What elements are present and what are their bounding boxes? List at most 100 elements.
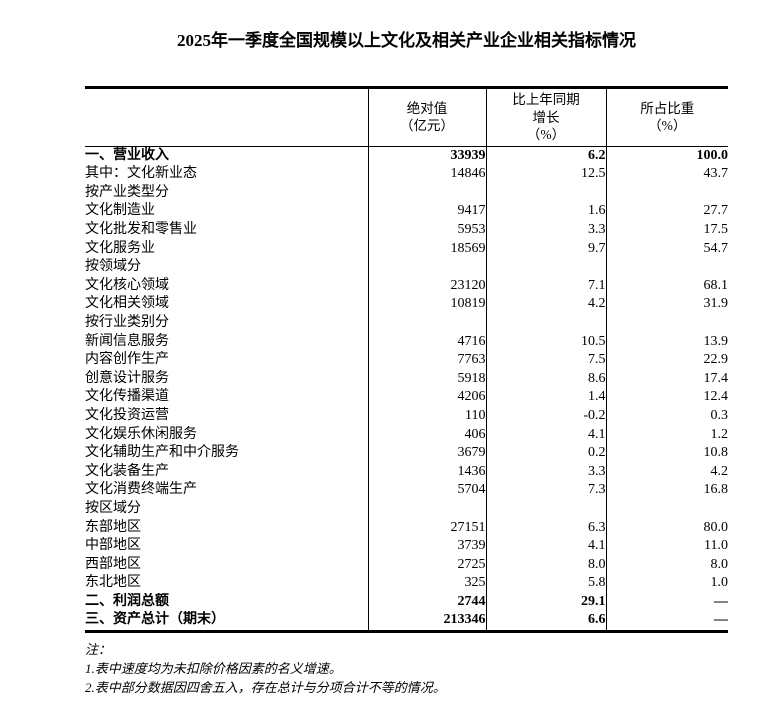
- share-cell: —: [605, 592, 728, 612]
- abs-value-cell: 2744: [367, 592, 486, 612]
- row-label: 文化投资运营: [85, 407, 169, 423]
- growth-cell: 8.0: [485, 555, 606, 575]
- row-label: 西部地区: [85, 556, 141, 572]
- table-row: 东部地区 27151 6.3 80.0: [85, 518, 728, 538]
- share-cell: 0.3: [605, 406, 728, 426]
- growth-cell: 4.1: [485, 425, 606, 445]
- abs-value-cell: 2725: [367, 555, 486, 575]
- growth-cell: -0.2: [485, 406, 606, 426]
- growth-cell: [485, 499, 606, 519]
- table-row: 文化娱乐休闲服务 406 4.1 1.2: [85, 425, 728, 445]
- growth-cell: 7.3: [485, 481, 606, 500]
- row-label: 按产业类型分: [85, 184, 169, 200]
- row-label: 按领域分: [85, 259, 141, 275]
- abs-value-cell: 3739: [367, 537, 486, 556]
- abs-value-cell: 18569: [367, 239, 486, 259]
- growth-cell: 29.1: [485, 592, 606, 612]
- growth-cell: 6.6: [485, 611, 606, 632]
- table-row: 文化批发和零售业 5953 3.3 17.5: [85, 221, 728, 240]
- share-cell: [605, 183, 728, 203]
- row-label: 东部地区: [85, 519, 141, 535]
- share-cell: 8.0: [605, 555, 728, 575]
- table-row: 东北地区 325 5.8 1.0: [85, 574, 728, 593]
- row-label: 其中：文化新业态: [85, 166, 197, 182]
- abs-value-cell: 33939: [367, 146, 486, 166]
- abs-value-cell: 110: [367, 406, 486, 426]
- share-cell: 22.9: [605, 351, 728, 370]
- share-cell: 1.2: [605, 425, 728, 445]
- share-cell: —: [605, 611, 728, 632]
- abs-value-cell: 10819: [367, 295, 486, 314]
- row-label: 文化核心领域: [85, 277, 169, 293]
- share-cell: 80.0: [605, 518, 728, 538]
- growth-cell: 12.5: [485, 165, 606, 184]
- abs-value-cell: 4716: [367, 332, 486, 352]
- table-row: 中部地区 3739 4.1 11.0: [85, 537, 728, 556]
- share-cell: 31.9: [605, 295, 728, 314]
- share-cell: [605, 258, 728, 277]
- row-label: 按区域分: [85, 500, 141, 516]
- share-cell: 1.0: [605, 574, 728, 593]
- header-row: 绝对值 （亿元） 比上年同期 增长 （%） 所占比重 （%）: [85, 87, 728, 147]
- growth-cell: 1.4: [485, 388, 606, 407]
- table-row: 文化投资运营 110 -0.2 0.3: [85, 406, 728, 426]
- table-row: 三、资产总计（期末） 213346 6.6—: [85, 611, 728, 632]
- table-row: 其中：文化新业态 14846 12.5 43.7: [85, 165, 728, 184]
- abs-value-cell: [367, 183, 486, 203]
- page-title: 2025年一季度全国规模以上文化及相关产业企业相关指标情况: [177, 31, 636, 50]
- table-row: 二、利润总额 2744 29.1—: [85, 592, 728, 612]
- table-row: 一、营业收入 33939 6.2 100.0: [85, 146, 728, 166]
- growth-cell: [485, 183, 606, 203]
- share-cell: [605, 313, 728, 333]
- table-row: 内容创作生产 7763 7.5 22.9: [85, 351, 728, 370]
- row-label: 二、利润总额: [85, 593, 169, 609]
- growth-cell: 4.2: [485, 295, 606, 314]
- row-label: 文化服务业: [85, 240, 155, 256]
- row-label: 文化消费终端生产: [85, 482, 197, 498]
- growth-cell: 7.5: [485, 351, 606, 370]
- row-label: 文化相关领域: [85, 296, 169, 312]
- table-row: 新闻信息服务 4716 10.5 13.9: [85, 332, 728, 352]
- row-label: 一、营业收入: [85, 147, 169, 163]
- abs-value-cell: [367, 313, 486, 333]
- table-body: 一、营业收入 33939 6.2 100.0 其中：文化新业态 14846 12.5 43.7…: [85, 146, 728, 632]
- abs-value-cell: [367, 499, 486, 519]
- row-label: 三、资产总计（期末）: [85, 612, 225, 628]
- abs-value-cell: 5953: [367, 221, 486, 240]
- abs-value-cell: 4206: [367, 388, 486, 407]
- notes: 注： 1.表中速度均为未扣除价格因素的名义增速。 2.表中部分数据因四舍五入，存…: [85, 640, 446, 697]
- note-item: 1.表中速度均为未扣除价格因素的名义增速。: [85, 661, 342, 676]
- row-label: 内容创作生产: [85, 352, 169, 368]
- row-label: 文化传播渠道: [85, 389, 169, 405]
- table-row: 按产业类型分: [85, 183, 728, 203]
- abs-value-cell: 5918: [367, 369, 486, 389]
- row-label: 文化批发和零售业: [85, 222, 197, 238]
- growth-cell: [485, 258, 606, 277]
- abs-value-cell: 325: [367, 574, 486, 593]
- row-label: 新闻信息服务: [85, 333, 169, 349]
- share-cell: 13.9: [605, 332, 728, 352]
- table-row: 文化装备生产 1436 3.3 4.2: [85, 462, 728, 482]
- abs-value-cell: 9417: [367, 202, 486, 222]
- share-cell: 27.7: [605, 202, 728, 222]
- growth-cell: 7.1: [485, 276, 606, 296]
- table-row: 按行业类别分: [85, 313, 728, 333]
- row-label: 东北地区: [85, 575, 141, 591]
- table-row: 文化服务业 18569 9.7 54.7: [85, 239, 728, 259]
- abs-value-cell: 213346: [367, 611, 486, 632]
- share-cell: 17.4: [605, 369, 728, 389]
- table-row: 文化传播渠道 4206 1.4 12.4: [85, 388, 728, 407]
- table-row: 文化制造业 9417 1.6 27.7: [85, 202, 728, 222]
- table-row: 文化辅助生产和中介服务 3679 0.2 10.8: [85, 444, 728, 463]
- share-cell: 54.7: [605, 239, 728, 259]
- growth-cell: 1.6: [485, 202, 606, 222]
- share-cell: 68.1: [605, 276, 728, 296]
- note-item: 2.表中部分数据因四舍五入，存在总计与分项合计不等的情况。: [85, 680, 446, 695]
- note-heading: 注：: [85, 642, 112, 657]
- growth-cell: 10.5: [485, 332, 606, 352]
- share-cell: 17.5: [605, 221, 728, 240]
- row-label: 创意设计服务: [85, 370, 169, 386]
- abs-value-cell: 5704: [367, 481, 486, 500]
- table-row: 西部地区 2725 8.0 8.0: [85, 555, 728, 575]
